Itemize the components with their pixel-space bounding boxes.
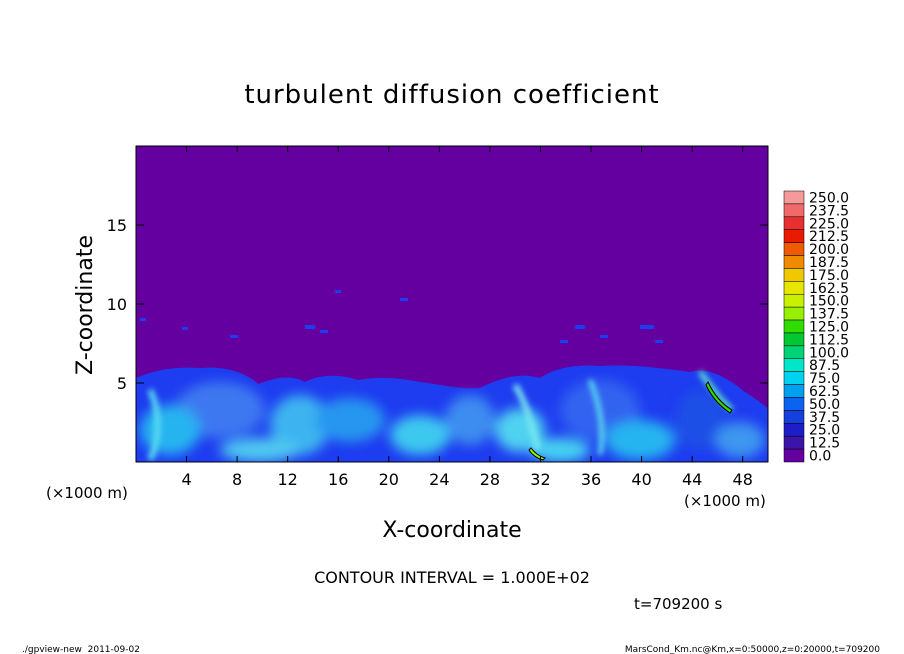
colorbar-label: 150.0: [809, 294, 849, 310]
x-tick-label: 24: [429, 470, 449, 489]
plot-area: [136, 146, 768, 462]
y-tick-label: 15: [107, 216, 127, 235]
colorbar-label: 162.5: [809, 281, 849, 297]
colorbar-swatch: [783, 216, 805, 230]
colorbar-swatch: [783, 319, 805, 334]
colorbar-swatch: [783, 345, 805, 360]
x-tick-label: 12: [278, 470, 298, 489]
colorbar-swatch: [783, 371, 805, 385]
colorbar-swatch: [783, 293, 805, 308]
colorbar-swatch: [783, 203, 805, 218]
x-tick-label: 28: [480, 470, 500, 489]
y-axis: 5 10 15: [107, 216, 768, 393]
colorbar-swatch: [783, 332, 805, 347]
colorbar-label: 12.5: [809, 436, 840, 452]
colorbar-swatch: [783, 306, 805, 321]
colorbar-swatch: [783, 268, 805, 282]
colorbar-label: 37.5: [809, 410, 840, 426]
colorbar-label: 212.5: [809, 229, 849, 245]
colorbar-label: 87.5: [809, 358, 840, 374]
colorbar-swatch: [783, 358, 805, 372]
colorbar-swatch: [783, 384, 805, 398]
x-tick-label: 4: [181, 470, 191, 489]
contour-line: [528, 447, 546, 461]
y-tick-label: 10: [107, 295, 127, 314]
colorbar-label: 200.0: [809, 242, 849, 258]
colorbar-label: 187.5: [809, 255, 849, 271]
footer-right: MarsCond_Km.nc@Km,x=0:50000,z=0:20000,t=…: [625, 645, 880, 654]
colorbar-swatch: [783, 229, 805, 243]
colorbar-label: 0.0: [809, 449, 831, 465]
colorbar-label: 62.5: [809, 384, 840, 400]
colorbar-label: 250.0: [809, 190, 849, 206]
upper-speckles: [140, 290, 663, 343]
x-tick-label: 36: [581, 470, 601, 489]
colorbar-swatch: [783, 435, 805, 450]
colorbar-label: 225.0: [809, 216, 849, 232]
colorbar-swatch: [783, 410, 805, 424]
x-tick-label: 44: [682, 470, 702, 489]
x-tick-label: 48: [733, 470, 753, 489]
colorbar-label: 175.0: [809, 268, 849, 284]
colorbar-swatch: [783, 281, 805, 295]
x-tick-label: 8: [232, 470, 242, 489]
colorbar-swatch: [783, 190, 805, 205]
colorbar-swatch: [783, 448, 805, 463]
colorbar-label: 237.5: [809, 203, 849, 219]
colorbar-swatch: [783, 397, 805, 411]
chart-title: turbulent diffusion coefficient: [244, 80, 659, 110]
colorbar-label: 112.5: [809, 332, 849, 348]
colorbar-label: 75.0: [809, 371, 840, 387]
contour-line: [705, 380, 733, 414]
contour-interval: CONTOUR INTERVAL = 1.000E+02: [314, 568, 590, 587]
footer-left: ./gpview-new 2011-09-02: [22, 645, 140, 654]
colorbar-label: 137.5: [809, 307, 849, 323]
colorbar-label: 50.0: [809, 397, 840, 413]
x-unit-left: (×1000 m): [46, 484, 128, 502]
x-tick-label: 20: [379, 470, 399, 489]
colorbar-swatch: [783, 255, 805, 269]
x-unit-right: (×1000 m): [684, 492, 766, 510]
y-axis-label: Z-coordinate: [73, 235, 98, 375]
high-value-streaks: [147, 370, 734, 462]
colorbar-label: 125.0: [809, 320, 849, 336]
colorbar-label: 100.0: [809, 345, 849, 361]
colorbar-swatch: [783, 242, 805, 256]
colorbar-swatch: [783, 423, 805, 437]
colorbar: 250.0237.5225.0212.5200.0187.5175.0162.5…: [783, 190, 849, 465]
colorbar-label: 25.0: [809, 423, 840, 439]
x-axis-label: X-coordinate: [382, 518, 521, 543]
y-tick-label: 5: [117, 374, 127, 393]
x-tick-label: 40: [631, 470, 651, 489]
x-tick-label: 16: [328, 470, 348, 489]
x-axis: 4 8 12 16 20 24 28 32 36 40 44 48: [181, 146, 753, 489]
x-tick-label: 32: [530, 470, 550, 489]
turbulent-eddies: [140, 380, 765, 462]
time-label: t=709200 s: [634, 595, 722, 613]
